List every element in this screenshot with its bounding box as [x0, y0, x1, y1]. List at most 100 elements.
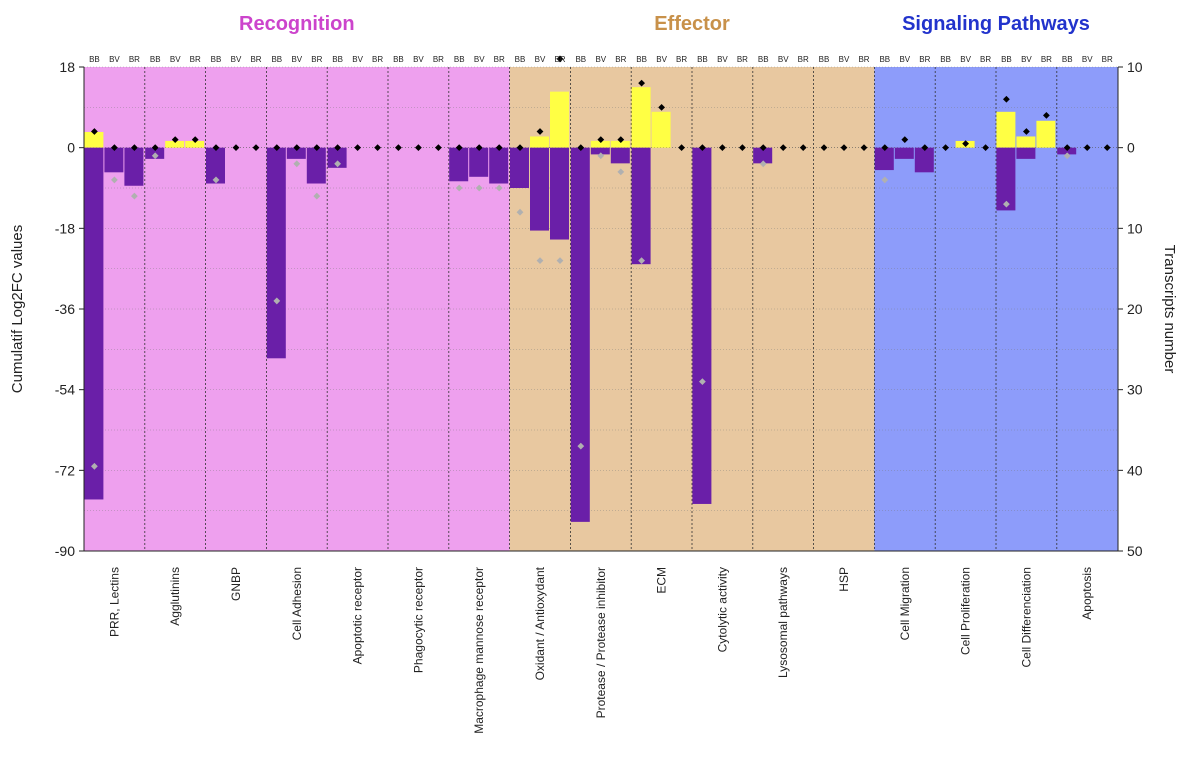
- sub-category-label: BV: [899, 55, 910, 64]
- sub-category-label: BR: [433, 55, 444, 64]
- marker-down: [881, 176, 889, 184]
- sub-category-label: BV: [170, 55, 181, 64]
- group-title: Recognition: [239, 13, 355, 35]
- sub-category-label: BB: [332, 55, 343, 64]
- labels: Recognition Effector Signaling Pathways BB B…: [55, 13, 1143, 734]
- bar-down: [1057, 147, 1077, 155]
- category-label: Cell Migration: [898, 567, 912, 640]
- bar-down: [570, 147, 590, 522]
- bar-up: [185, 140, 205, 148]
- y-tick-label: 0: [67, 140, 75, 156]
- y2-tick-label: 50: [1127, 543, 1143, 559]
- sub-category-label: BB: [89, 55, 100, 64]
- bar-down: [469, 147, 489, 177]
- marker-up: [921, 144, 929, 152]
- y-tick-label: -90: [55, 543, 75, 559]
- marker-up: [962, 140, 969, 148]
- sub-category-label: BB: [271, 55, 282, 64]
- bar-up: [631, 87, 651, 148]
- category-label: Cytolytic activity: [715, 567, 729, 652]
- bar-up: [1016, 136, 1036, 148]
- bar-down: [914, 147, 934, 173]
- marker-up: [171, 136, 179, 143]
- markers: [91, 55, 1111, 470]
- sub-category-label: BR: [737, 55, 748, 64]
- y2-tick-label: 0: [1127, 140, 1135, 156]
- marker-up: [982, 144, 989, 152]
- bar-down: [753, 147, 773, 164]
- marker-down: [91, 462, 98, 470]
- bar-up: [550, 91, 569, 148]
- sub-category-label: BR: [1041, 55, 1052, 64]
- sub-category-label: BV: [839, 55, 850, 64]
- sub-category-label: BV: [474, 55, 485, 64]
- marker-down: [334, 160, 341, 168]
- bar-up: [610, 140, 630, 148]
- bar-down: [1016, 147, 1036, 159]
- marker-up: [942, 144, 949, 152]
- marker-up: [1003, 95, 1010, 103]
- sub-category-label: BV: [535, 55, 546, 64]
- y-tick-label: -72: [55, 462, 75, 478]
- y-axis-label: Cumulatif Log2FC values: [9, 225, 26, 393]
- y2-tick-label: 30: [1127, 382, 1143, 398]
- sub-category-label: BR: [250, 55, 261, 64]
- sub-category-label: BB: [515, 55, 526, 64]
- sub-category-label: BB: [393, 55, 404, 64]
- sub-category-label: BV: [778, 55, 789, 64]
- bar-up: [996, 111, 1016, 148]
- category-label: Apoptotic receptor: [351, 567, 365, 664]
- bar-down: [894, 147, 914, 159]
- sub-category-label: BV: [1082, 55, 1093, 64]
- bar-down: [449, 147, 469, 182]
- marker-down: [516, 208, 524, 216]
- bar-down: [631, 147, 651, 265]
- sub-category-label: BV: [109, 55, 120, 64]
- marker-up: [1023, 128, 1030, 135]
- sub-category-label: BB: [454, 55, 465, 64]
- sub-category-label: BR: [980, 55, 991, 64]
- bar-up: [651, 111, 671, 148]
- sub-category-label: BR: [190, 55, 201, 64]
- category-label: Phagocytic receptor: [411, 567, 425, 673]
- category-label: Cell Adhesion: [290, 567, 304, 640]
- marker-up: [212, 144, 220, 152]
- bar-down: [286, 147, 306, 159]
- category-label: Macrophage mannose receptor: [472, 567, 486, 734]
- bar-down: [266, 147, 286, 359]
- marker-down: [617, 168, 625, 176]
- sub-category-label: BR: [372, 55, 383, 64]
- marker-up: [232, 144, 240, 152]
- marker-down: [151, 152, 159, 160]
- sub-category-label: BR: [129, 55, 140, 64]
- marker-down: [273, 297, 281, 305]
- bar-down: [550, 147, 569, 240]
- marker-up: [577, 144, 585, 152]
- bar-up: [590, 140, 610, 148]
- bar-down: [104, 147, 124, 173]
- category-label: Apoptosis: [1080, 567, 1094, 620]
- y-tick-label: 18: [59, 59, 75, 75]
- marker-up: [334, 144, 341, 152]
- sub-category-label: BV: [595, 55, 606, 64]
- y2-tick-label: 20: [1127, 301, 1143, 317]
- sub-category-label: BR: [919, 55, 930, 64]
- sub-category-label: BB: [211, 55, 222, 64]
- category-label: Cell Differenciation: [1019, 567, 1033, 668]
- sub-category-label: BV: [352, 55, 363, 64]
- marker-down: [597, 152, 605, 160]
- marker-up: [617, 136, 625, 143]
- bar-down: [489, 147, 509, 184]
- category-label: Agglutinins: [168, 567, 182, 626]
- marker-down: [1003, 200, 1010, 208]
- sub-category-label: BV: [413, 55, 424, 64]
- y-tick-label: -18: [55, 220, 75, 236]
- marker-down: [212, 176, 220, 184]
- marker-up: [638, 79, 645, 87]
- marker-down: [455, 184, 463, 192]
- marker-up: [395, 144, 402, 152]
- bar-up: [84, 131, 104, 148]
- marker-up: [313, 144, 321, 152]
- sub-category-label: BV: [231, 55, 242, 64]
